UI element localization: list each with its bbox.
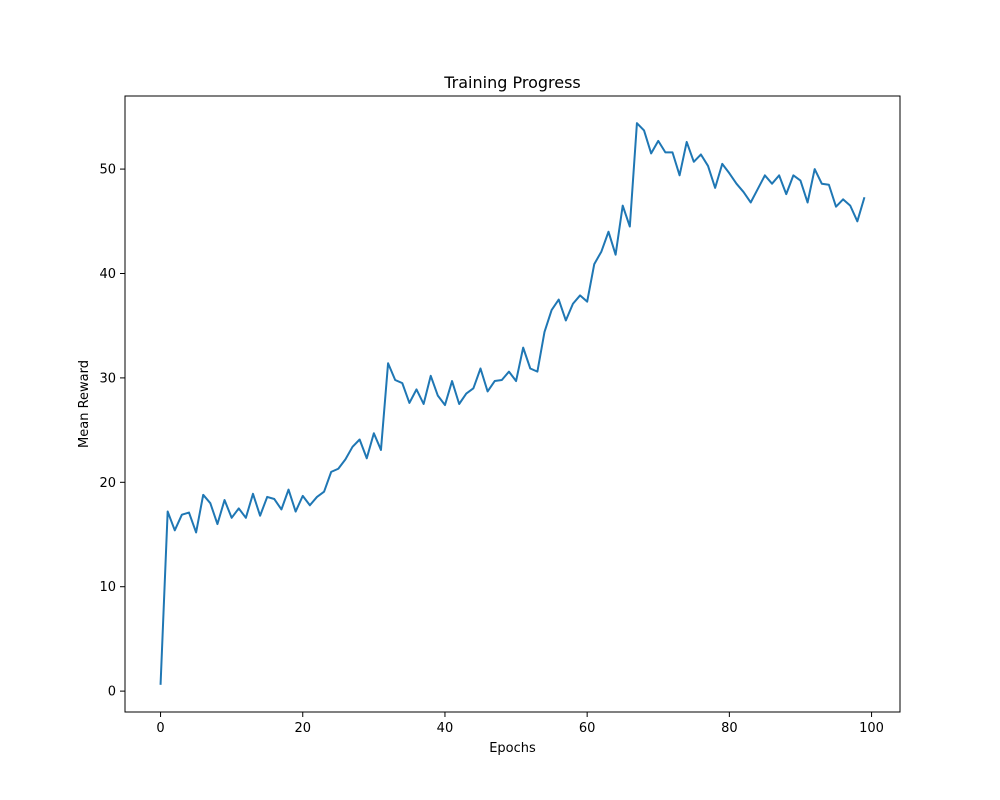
x-tick-label: 0 xyxy=(156,721,164,736)
x-tick-label: 100 xyxy=(859,721,884,736)
x-tick-label: 40 xyxy=(437,721,454,736)
x-axis-label: Epochs xyxy=(489,741,536,756)
y-tick-label: 30 xyxy=(99,371,116,386)
plot-area-frame xyxy=(124,95,901,713)
x-tick-label: 20 xyxy=(294,721,311,736)
y-axis-ticks: 0 10 20 30 40 50 xyxy=(99,163,125,700)
series-line xyxy=(159,122,866,685)
y-tick-label: 50 xyxy=(99,163,116,178)
x-axis-ticks: 0 20 40 60 80 100 xyxy=(156,712,884,736)
chart-title: Training Progress xyxy=(443,73,581,92)
y-tick-label: 20 xyxy=(99,476,116,491)
x-tick-label: 80 xyxy=(721,721,738,736)
y-axis-label: Mean Reward xyxy=(77,360,92,448)
y-tick-label: 10 xyxy=(99,580,116,595)
x-tick-label: 60 xyxy=(579,721,596,736)
y-tick-label: 40 xyxy=(99,267,116,282)
y-tick-label: 0 xyxy=(108,685,116,700)
series-group xyxy=(159,122,866,685)
